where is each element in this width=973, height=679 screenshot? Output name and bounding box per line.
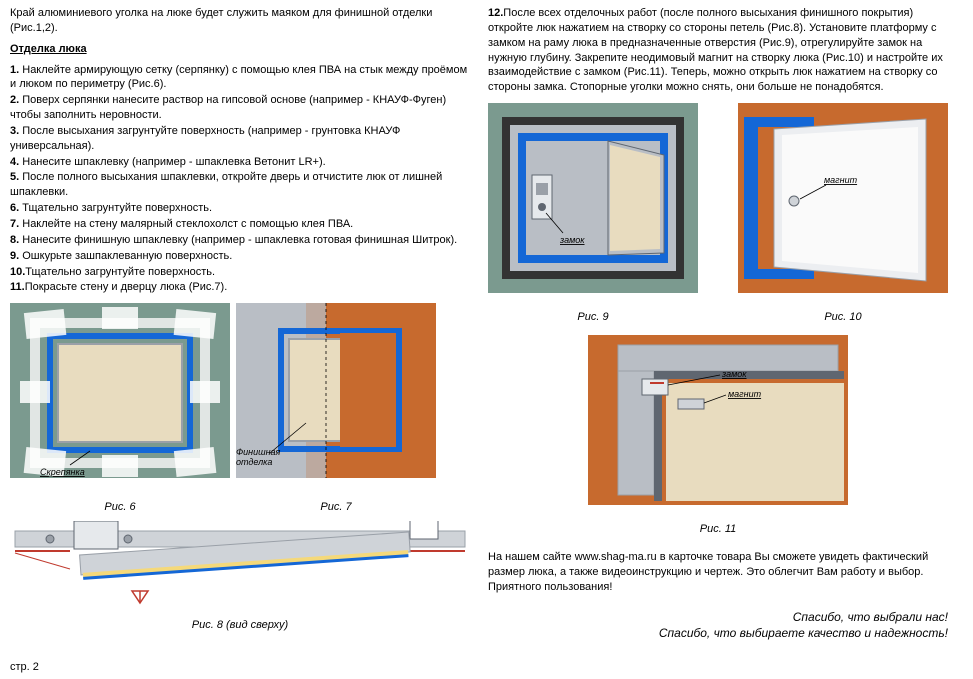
step-text: После полного высыхания шпаклевки, откро… (10, 171, 442, 198)
label-zamok: замок (559, 235, 585, 245)
label-finish-2: отделка (236, 457, 272, 467)
footer-note: На нашем сайте www.shag-ma.ru в карточке… (488, 550, 948, 595)
fig7-svg: Финишная отделка (236, 303, 436, 493)
figure-7: Финишная отделка Рис. 7 (236, 303, 436, 515)
label-magnit-2: магнит (728, 389, 762, 399)
fig9-svg: замок (488, 103, 698, 303)
step-text: Покрасьте стену и дверцу люка (Рис.7). (25, 281, 228, 293)
figure-10: магнит Рис. 10 (738, 103, 948, 325)
thanks-line-2: Спасибо, что выбираете качество и надежн… (488, 625, 948, 641)
step12: 12.После всех отделочных работ (после по… (488, 6, 948, 95)
thanks-line-1: Спасибо, что выбрали нас! (488, 609, 948, 625)
label-serpyanka: Скрепянка (40, 467, 85, 477)
fig10-svg: магнит (738, 103, 948, 303)
step-text: Поверх серпянки нанесите раствор на гипс… (10, 94, 446, 121)
label-finish-1: Финишная (236, 447, 281, 457)
fig7-caption: Рис. 7 (236, 500, 436, 515)
step-text: Наклейте на стену малярный стеклохолст с… (22, 218, 353, 230)
fig10-caption: Рис. 10 (738, 310, 948, 325)
fig11-svg: замок магнит (588, 335, 848, 515)
fig8-caption: Рис. 8 (вид сверху) (10, 618, 470, 633)
step-text: Наклейте армирующую сетку (серпянку) с п… (10, 64, 467, 91)
label-magnit: магнит (824, 175, 858, 185)
page-number: стр. 2 (10, 660, 39, 675)
fig6-caption: Рис. 6 (10, 500, 230, 515)
figure-8: Рис. 8 (вид сверху) (10, 521, 470, 633)
step-text: Нанесите финишную шпаклевку (например - … (22, 234, 457, 246)
step-text: Тщательно загрунтуйте поверхность. (22, 202, 212, 214)
step-text: Нанесите шпаклевку (например - шпаклевка… (22, 156, 325, 168)
figure-6: Скрепянка Рис. 6 (10, 303, 230, 515)
step-text: После высыхания загрунтуйте поверхность … (10, 125, 400, 152)
figure-9: замок Рис. 9 (488, 103, 698, 325)
fig9-caption: Рис. 9 (488, 310, 698, 325)
step-text: Тщательно загрунтуйте поверхность. (25, 266, 215, 278)
step-text: Ошкурьте зашпаклеванную поверхность. (22, 250, 232, 262)
section-title: Отделка люка (10, 42, 470, 57)
intro-text: Край алюминиевого уголка на люке будет с… (10, 6, 470, 36)
fig11-caption: Рис. 11 (588, 522, 848, 537)
steps-list: 1. Наклейте армирующую сетку (серпянку) … (10, 63, 470, 296)
fig8-svg (10, 521, 470, 611)
fig6-svg: Скрепянка (10, 303, 230, 493)
figure-11: замок магнит Рис. 11 (588, 335, 848, 537)
label-zamok-2: замок (721, 369, 747, 379)
